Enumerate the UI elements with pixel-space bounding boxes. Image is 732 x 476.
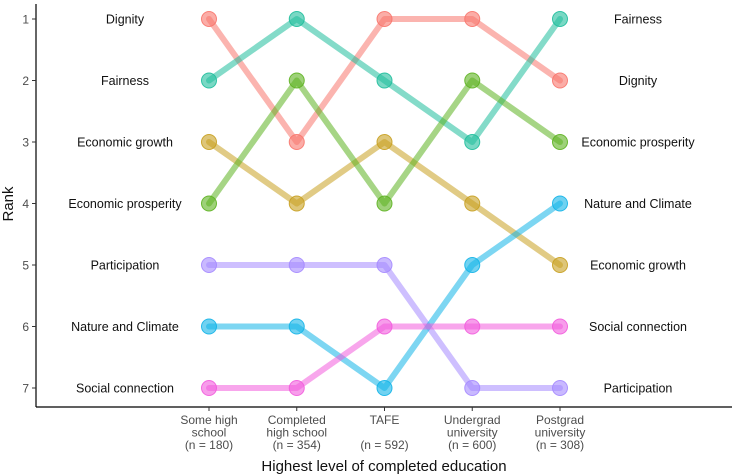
data-point: [376, 318, 393, 335]
x-tick-label: Undergrad university (n = 600): [444, 413, 501, 452]
x-tick-label: Postgrad university (n = 308): [535, 413, 586, 452]
right-label: Fairness: [614, 13, 662, 27]
y-tick-label: 3: [22, 136, 29, 150]
data-point: [288, 257, 305, 273]
data-point: [201, 11, 217, 27]
y-tick-label: 5: [22, 259, 29, 273]
x-tick-label-line: Some high: [180, 413, 237, 427]
left-label: Dignity: [106, 13, 145, 27]
data-point: [288, 11, 305, 27]
x-tick-label: Completed high school (n = 354): [266, 413, 327, 452]
data-point: [376, 72, 393, 89]
data-point: [376, 134, 393, 150]
axes: 1 2 3 4 5 6 7 Some high school (n = 180) Completed…: [22, 4, 732, 452]
left-label: Economic prosperity: [68, 197, 182, 211]
x-tick-label-line: high school: [266, 426, 327, 440]
data-point: [552, 380, 568, 396]
left-label: Social connection: [76, 382, 174, 396]
right-label: Nature and Climate: [584, 197, 692, 211]
x-tick-label: TAFE (n = 592): [360, 413, 408, 452]
left-label: Fairness: [101, 74, 149, 88]
series-line: [206, 323, 563, 391]
data-point: [201, 195, 217, 212]
data-point: [552, 257, 568, 273]
data-point: [201, 318, 217, 335]
data-point: [201, 380, 217, 396]
x-tick-label-line: (n = 308): [536, 438, 584, 452]
left-label: Participation: [91, 259, 160, 273]
right-label: Participation: [604, 382, 673, 396]
data-point: [376, 195, 393, 212]
x-tick-label-line: Postgrad: [536, 413, 584, 427]
data-point: [376, 11, 393, 27]
x-tick-label-line: Completed: [268, 413, 326, 427]
y-tick-label: 7: [22, 382, 29, 396]
data-point: [464, 257, 481, 273]
y-tick-label: 2: [22, 74, 29, 88]
x-tick-label-line: university: [447, 426, 498, 440]
y-tick-label: 4: [22, 197, 29, 211]
data-point: [464, 72, 481, 89]
y-tick-label: 6: [22, 320, 29, 334]
data-point: [464, 11, 481, 27]
side-labels: Dignity Fairness Economic growth Economic p…: [68, 13, 695, 396]
x-tick-label-line: (n = 600): [448, 438, 496, 452]
x-tick-label-line: (n = 354): [273, 438, 321, 452]
data-point: [464, 318, 481, 335]
data-point: [376, 380, 393, 396]
x-tick-label-line: (n = 592): [360, 438, 408, 452]
data-point: [552, 318, 568, 335]
data-point: [288, 318, 305, 335]
x-tick-label-line: school: [192, 426, 227, 440]
x-tick-label-line: university: [535, 426, 586, 440]
data-point: [464, 195, 481, 212]
series-points: [201, 11, 568, 396]
data-point: [376, 257, 393, 273]
y-axis-title: Rank: [0, 186, 17, 222]
data-point: [464, 380, 481, 396]
right-label: Economic prosperity: [581, 136, 695, 150]
left-label: Economic growth: [77, 136, 173, 150]
data-point: [464, 134, 481, 150]
data-point: [201, 72, 217, 89]
x-tick-label-line: Undergrad: [444, 413, 501, 427]
right-label: Dignity: [619, 74, 658, 88]
data-point: [552, 195, 568, 212]
data-point: [288, 134, 305, 150]
right-label: Economic growth: [590, 259, 686, 273]
data-point: [552, 11, 568, 27]
data-point: [201, 134, 217, 150]
data-point: [288, 380, 305, 396]
data-point: [552, 134, 568, 150]
data-point: [288, 72, 305, 89]
x-tick-label-line: (n = 180): [185, 438, 233, 452]
y-tick-label: 1: [22, 13, 29, 27]
left-label: Nature and Climate: [71, 320, 179, 334]
x-axis-title: Highest level of completed education: [261, 458, 506, 475]
data-point: [201, 257, 217, 273]
data-point: [288, 195, 305, 212]
data-point: [552, 72, 568, 89]
x-tick-label-line: TAFE: [370, 413, 400, 427]
right-label: Social connection: [589, 320, 687, 334]
x-tick-label: Some high school (n = 180): [180, 413, 237, 452]
